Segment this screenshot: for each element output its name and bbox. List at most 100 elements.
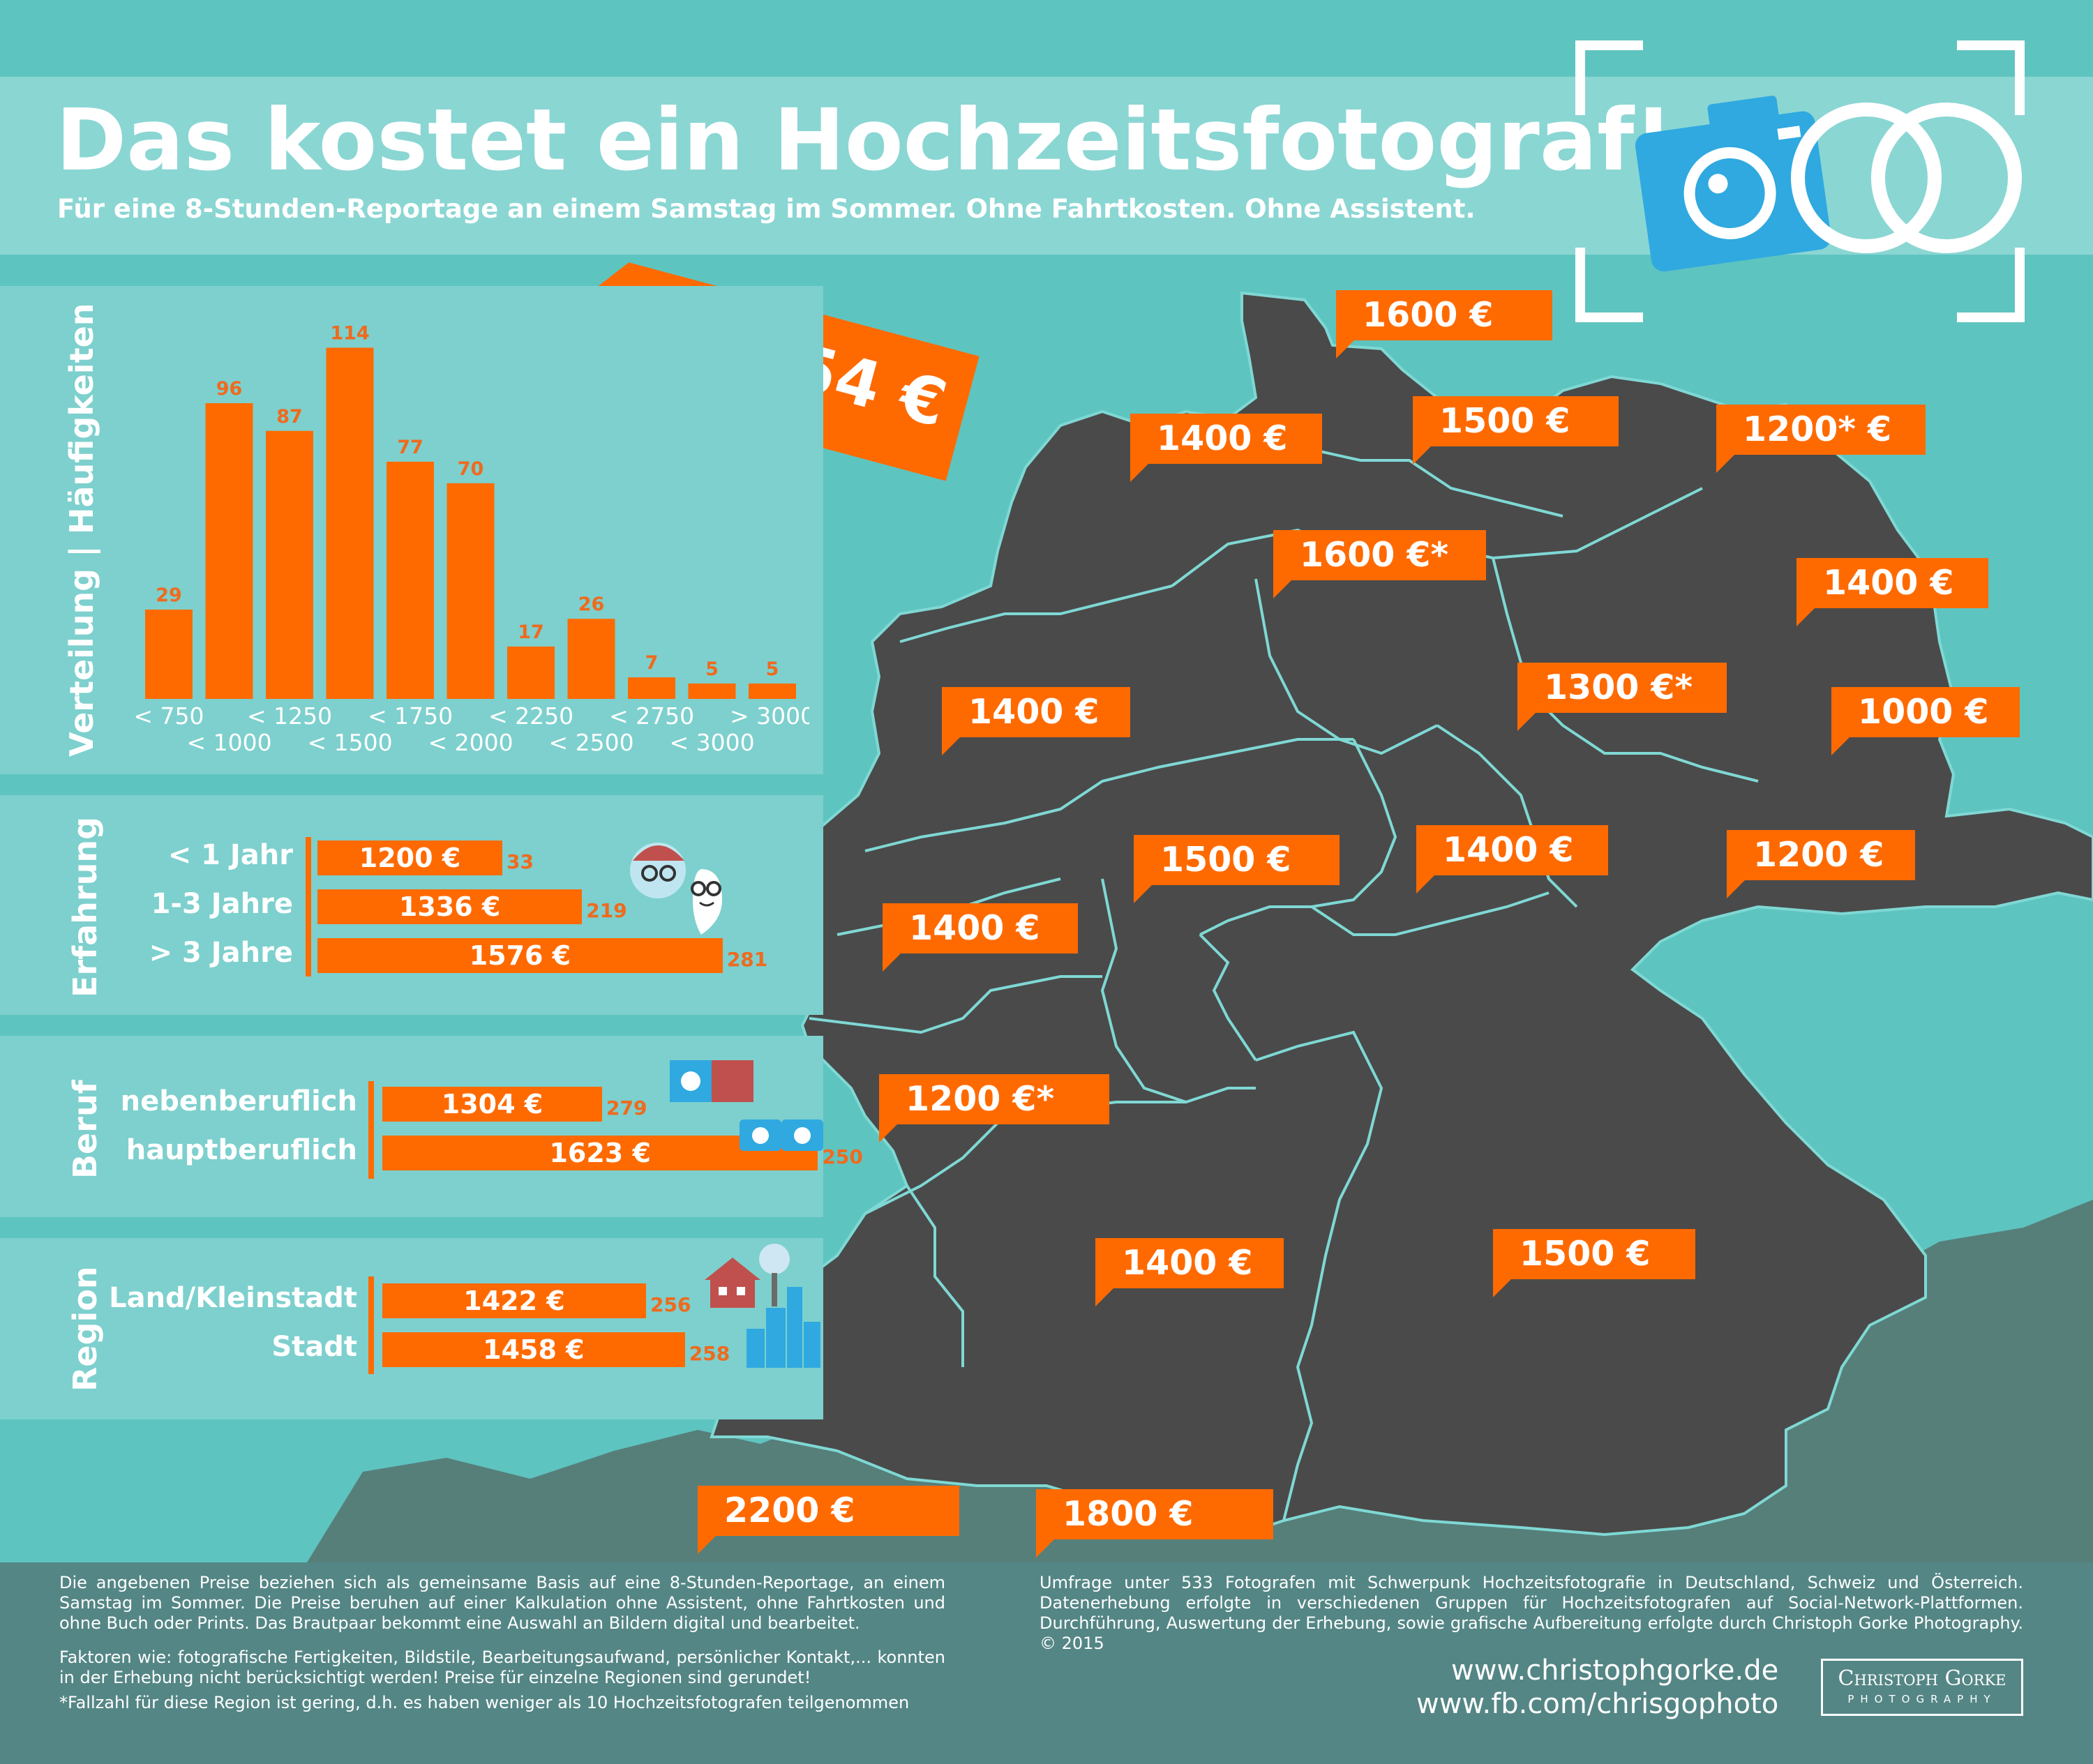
- map-price-tag: 1200* €: [1716, 405, 1926, 473]
- histogram-bar: [749, 683, 796, 699]
- map-price-tag: 1600 €: [1336, 290, 1552, 359]
- footer-note-basis: Die angebenen Preise beziehen sich als g…: [59, 1573, 945, 1633]
- map-price-tag: 1200 €: [1727, 830, 1915, 898]
- footer-note-factors: Faktoren wie: fotografische Fertigkeiten…: [59, 1648, 945, 1687]
- price-bar: 1422 €: [382, 1283, 646, 1318]
- map-price-tag: 1400 €: [1095, 1238, 1284, 1306]
- histogram-bar: [628, 677, 675, 699]
- experience-section-label: Erfahrung: [66, 816, 104, 997]
- sample-count: 250: [822, 1145, 863, 1168]
- row-label: nebenberuflich: [120, 1085, 357, 1117]
- histogram-tick-label: < 2000: [428, 729, 513, 756]
- sample-count: 281: [726, 948, 768, 971]
- histogram-bar: [387, 461, 434, 699]
- price-bar: 1304 €: [382, 1087, 602, 1122]
- experience-axis: [306, 837, 311, 977]
- map-price-tag: 1500 €: [1134, 835, 1340, 903]
- histogram-tick-label: < 3000: [669, 729, 754, 756]
- map-price-tag: 1400 €: [1130, 414, 1322, 482]
- histogram-bar: [326, 347, 374, 699]
- histogram-bar: [266, 430, 313, 699]
- sample-count: 258: [689, 1342, 730, 1365]
- footer: [0, 1562, 2093, 1764]
- row-label: Land/Kleinstadt: [109, 1282, 357, 1314]
- histogram-tick-label: < 1500: [307, 729, 392, 756]
- histogram-bar-value: 77: [397, 437, 423, 458]
- row-label: hauptberuflich: [126, 1134, 357, 1166]
- histogram-tick-label: < 2750: [609, 702, 694, 730]
- footer-survey-info: Umfrage unter 533 Fotografen mit Schwerp…: [1040, 1573, 2023, 1653]
- map-price-tag: 1400 €: [942, 687, 1130, 755]
- cameras-icon: [670, 1060, 823, 1151]
- house-city-icon: [705, 1244, 820, 1368]
- state-borders: [809, 417, 1759, 1521]
- price-bar: 1623 €: [382, 1136, 818, 1170]
- map-price-tag: 1200 €*: [879, 1074, 1109, 1143]
- map-price-tag: 1000 €: [1831, 687, 2020, 755]
- map-price-tag: 1400 €: [883, 903, 1078, 972]
- histogram-bar-value: 26: [578, 594, 605, 615]
- histogram-bar-value: 87: [276, 406, 303, 428]
- price-bar: 1336 €: [317, 889, 583, 924]
- histogram-tick-label: < 1000: [186, 729, 271, 756]
- profession-section-label: Beruf: [66, 1080, 104, 1179]
- price-bar: 1576 €: [317, 938, 723, 973]
- histogram-bar: [447, 483, 495, 699]
- photographers-icon: [630, 843, 722, 935]
- histogram-tick-label: < 750: [133, 702, 204, 730]
- price-bar: 1200 €: [317, 840, 502, 875]
- camera-rings-icon: [1575, 40, 2025, 322]
- price-bar: 1458 €: [382, 1332, 685, 1367]
- footer-note-asterisk: *Fallzahl für diese Region ist gering, d…: [59, 1693, 910, 1712]
- map-price-tag: 2200 €: [698, 1486, 959, 1554]
- sample-count: 256: [650, 1293, 691, 1316]
- page-title: Das kostet ein Hochzeitsfotograf!: [56, 91, 1673, 190]
- page-subtitle: Für eine 8-Stunden-Reportage an einem Sa…: [57, 194, 1476, 224]
- histogram-bar: [145, 609, 193, 699]
- histogram-bar-value: 5: [766, 658, 779, 680]
- region-axis: [368, 1276, 374, 1374]
- histogram-tick-label: < 2250: [488, 702, 573, 730]
- histogram-bar: [205, 403, 253, 699]
- histogram-bar-value: 114: [330, 323, 369, 345]
- logo-name: Christoph Gorke: [1838, 1666, 2006, 1691]
- logo-photography: PHOTOGRAPHY: [1847, 1693, 1997, 1705]
- histogram-bar-value: 5: [705, 658, 719, 680]
- map-price-tag: 1500 €: [1493, 1229, 1695, 1297]
- profession-axis: [368, 1081, 374, 1179]
- histogram-tick-label: < 1250: [247, 702, 332, 730]
- region-section-label: Region: [66, 1266, 104, 1392]
- sample-count: 279: [606, 1096, 647, 1120]
- histogram-bar-value: 29: [156, 585, 182, 606]
- map-price-tag: 1800 €: [1036, 1489, 1273, 1558]
- histogram-tick-label: > 3000: [730, 702, 809, 730]
- row-label: Stadt: [271, 1331, 357, 1363]
- row-label: > 3 Jahre: [149, 937, 293, 969]
- histogram-bar-value: 7: [645, 652, 659, 674]
- logo: Christoph Gorke PHOTOGRAPHY: [1821, 1659, 2023, 1716]
- facebook-link[interactable]: www.fb.com/chrisgophoto: [1416, 1688, 1779, 1720]
- histogram-bar-value: 96: [216, 378, 243, 400]
- map-price-tag: 1500 €: [1413, 396, 1619, 465]
- region-panel: [0, 1238, 823, 1419]
- website-link[interactable]: www.christophgorke.de: [1451, 1654, 1779, 1687]
- histogram-bar: [688, 683, 736, 699]
- row-label: < 1 Jahr: [167, 839, 293, 871]
- map-price-tag: 1400 €: [1416, 825, 1608, 894]
- map-price-tag: 1600 €*: [1273, 530, 1486, 598]
- row-label: 1-3 Jahre: [151, 888, 293, 920]
- sample-count: 219: [586, 899, 627, 922]
- histogram-bar: [507, 646, 555, 699]
- sample-count: 33: [507, 850, 534, 873]
- histogram-bar-value: 70: [458, 458, 484, 480]
- histogram-bar-value: 17: [518, 621, 544, 643]
- map-price-tag: 1300 €*: [1517, 663, 1727, 731]
- histogram-bar: [567, 619, 615, 699]
- map-price-tag: 1400 €: [1796, 558, 1988, 626]
- histogram-tick-label: < 2500: [548, 729, 633, 756]
- distribution-section-label: Verteilung | Häufigkeiten: [63, 303, 100, 757]
- histogram-tick-label: < 1750: [368, 702, 453, 730]
